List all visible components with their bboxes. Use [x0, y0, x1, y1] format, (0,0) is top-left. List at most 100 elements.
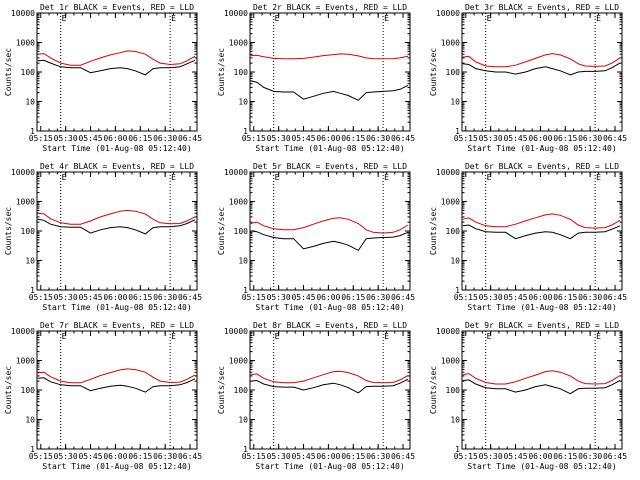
x-tick-label: 05:15 [454, 134, 478, 143]
y-axis-title: Counts/sec [429, 48, 438, 96]
plot-frame [249, 330, 411, 450]
panel-title: Det 7r BLACK = Events, RED = LLD [40, 321, 194, 330]
y-tick-label: 1 [30, 286, 35, 295]
panel-title: Det 4r BLACK = Events, RED = LLD [40, 162, 194, 171]
series-events-line [250, 230, 409, 252]
x-tick-label: 05:30 [267, 134, 291, 143]
x-axis-title: Start Time (01-Aug-08 05:12:40) [42, 144, 191, 153]
x-tick-label: 06:45 [603, 134, 627, 143]
panel-det-2: Det 2r BLACK = Events, RED = LLD 1 10 100 10… [217, 3, 415, 153]
y-tick-label: 1 [455, 445, 460, 454]
x-tick-label: 06:00 [528, 293, 552, 302]
x-tick-label: 06:15 [341, 134, 365, 143]
plot-frame [249, 171, 411, 291]
event-marker-label: E [487, 14, 492, 23]
event-marker-label: E [596, 173, 601, 182]
x-tick-label: 05:45 [503, 293, 527, 302]
y-tick-label: 1 [30, 127, 35, 136]
y-tick-label: 10000 [224, 327, 248, 336]
y-tick-label: 1 [243, 286, 248, 295]
x-tick-label: 05:15 [29, 452, 53, 461]
plot-frame [36, 12, 198, 132]
x-tick-label: 05:45 [503, 134, 527, 143]
x-tick-label: 05:15 [242, 134, 266, 143]
plot-frame [461, 330, 623, 450]
event-marker-label: E [62, 173, 67, 182]
y-tick-label: 10000 [224, 9, 248, 18]
y-tick-label: 10 [238, 98, 248, 107]
y-tick-label: 100 [446, 227, 461, 236]
y-tick-label: 1 [455, 127, 460, 136]
x-axis-title: Start Time (01-Aug-08 05:12:40) [42, 462, 191, 471]
x-tick-label: 06:15 [341, 452, 365, 461]
x-tick-label: 06:30 [366, 293, 390, 302]
event-marker-label: E [275, 173, 280, 182]
x-axis-title: Start Time (01-Aug-08 05:12:40) [255, 462, 404, 471]
x-tick-label: 06:00 [528, 452, 552, 461]
y-tick-label: 10 [450, 98, 460, 107]
x-tick-label: 05:45 [291, 452, 315, 461]
y-axis-title: Counts/sec [4, 207, 13, 255]
y-axis-title: Counts/sec [429, 366, 438, 414]
x-axis-title: Start Time (01-Aug-08 05:12:40) [467, 144, 616, 153]
x-tick-label: 06:00 [103, 293, 127, 302]
x-tick-label: 06:45 [178, 134, 202, 143]
y-tick-label: 1000 [16, 198, 35, 207]
event-marker-label: E [275, 332, 280, 341]
panel-title: Det 6r BLACK = Events, RED = LLD [465, 162, 619, 171]
x-tick-label: 05:15 [454, 293, 478, 302]
event-marker-label: E [171, 173, 176, 182]
y-tick-label: 100 [21, 68, 36, 77]
series-events-line [37, 59, 196, 76]
y-tick-label: 100 [234, 227, 249, 236]
panel-det-3: Det 3r BLACK = Events, RED = LLD 1 10 100 10… [429, 3, 627, 153]
x-tick-label: 05:45 [503, 452, 527, 461]
x-tick-label: 06:30 [153, 293, 177, 302]
y-tick-label: 10 [25, 257, 35, 266]
series-events-line [37, 377, 196, 393]
x-tick-label: 05:30 [479, 134, 503, 143]
x-tick-label: 06:45 [603, 452, 627, 461]
y-tick-label: 100 [21, 227, 36, 236]
y-tick-label: 1000 [229, 198, 248, 207]
event-marker-label: E [487, 332, 492, 341]
event-marker-label: E [171, 14, 176, 23]
y-tick-label: 10000 [11, 168, 35, 177]
x-tick-label: 05:15 [29, 293, 53, 302]
x-tick-label: 05:45 [78, 293, 102, 302]
x-tick-label: 05:45 [78, 452, 102, 461]
series-lld-line [37, 50, 196, 66]
y-tick-label: 1000 [16, 39, 35, 48]
x-tick-label: 06:15 [553, 452, 577, 461]
series-lld-line [250, 53, 409, 60]
x-tick-label: 06:30 [578, 452, 602, 461]
y-tick-label: 1 [243, 127, 248, 136]
y-tick-label: 10000 [224, 168, 248, 177]
series-lld-line [37, 368, 196, 384]
x-tick-label: 06:00 [316, 134, 340, 143]
y-tick-label: 1000 [16, 357, 35, 366]
y-tick-label: 1 [455, 286, 460, 295]
panel-det-6: Det 6r BLACK = Events, RED = LLD 1 10 100 10… [429, 162, 627, 312]
x-tick-label: 06:45 [391, 134, 415, 143]
panel-title: Det 3r BLACK = Events, RED = LLD [465, 3, 619, 12]
y-tick-label: 10 [25, 416, 35, 425]
y-tick-label: 1 [243, 445, 248, 454]
x-tick-label: 05:45 [291, 293, 315, 302]
x-tick-label: 06:45 [178, 293, 202, 302]
x-tick-label: 05:15 [454, 452, 478, 461]
series-lld-line [462, 213, 621, 229]
panel-det-9: Det 9r BLACK = Events, RED = LLD 1 10 100 10… [429, 321, 627, 471]
series-lld-line [250, 217, 409, 234]
x-tick-label: 06:30 [366, 452, 390, 461]
panel-det-4: Det 4r BLACK = Events, RED = LLD 1 10 100 10… [4, 162, 202, 312]
plot-frame [36, 330, 198, 450]
series-events-line [250, 80, 409, 101]
y-tick-label: 10 [450, 257, 460, 266]
y-tick-label: 10000 [11, 327, 35, 336]
x-tick-label: 06:00 [316, 452, 340, 461]
plot-frame [461, 12, 623, 132]
panel-title: Det 2r BLACK = Events, RED = LLD [253, 3, 407, 12]
y-axis-title: Counts/sec [4, 366, 13, 414]
x-tick-label: 06:15 [553, 293, 577, 302]
